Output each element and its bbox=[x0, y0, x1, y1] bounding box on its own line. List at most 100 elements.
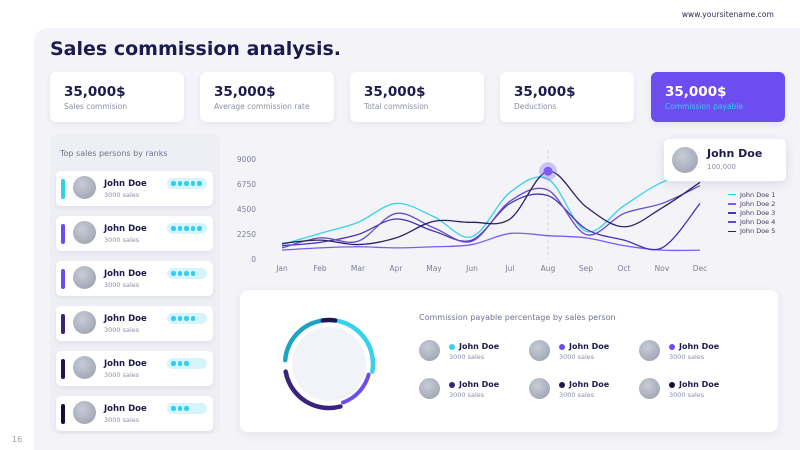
commission-donut-chart bbox=[282, 317, 376, 411]
y-tick-label: 9000 bbox=[237, 155, 256, 164]
rank-name: John Doe bbox=[104, 224, 147, 234]
avatar bbox=[73, 221, 96, 244]
person-name: John Doe bbox=[679, 380, 720, 389]
rank-indicator-bar bbox=[61, 404, 65, 424]
person-sales: 3000 sales bbox=[669, 391, 705, 399]
kpi-card-deductions[interactable]: 35,000$ Deductions bbox=[500, 72, 634, 122]
avatar bbox=[73, 266, 96, 289]
donut-center bbox=[292, 327, 366, 401]
rating-dot bbox=[190, 226, 195, 231]
rank-row[interactable]: John Doe 3000 sales bbox=[56, 396, 213, 431]
legend-item: John Doe 5 bbox=[728, 227, 775, 236]
avatar bbox=[529, 378, 550, 399]
rating-dot bbox=[171, 316, 176, 321]
person-sales: 3000 sales bbox=[449, 391, 485, 399]
person-item[interactable]: John Doe 3000 sales bbox=[529, 340, 639, 364]
page-title: Sales commission analysis. bbox=[50, 38, 341, 60]
rank-row[interactable]: John Doe 3000 sales bbox=[56, 351, 213, 386]
rank-row[interactable]: John Doe 3000 sales bbox=[56, 171, 213, 206]
rank-row[interactable]: John Doe 3000 sales bbox=[56, 306, 213, 341]
rank-rating bbox=[167, 268, 207, 279]
callout-value: 100,000 bbox=[707, 163, 736, 171]
rank-indicator-bar bbox=[61, 224, 65, 244]
legend-swatch bbox=[728, 221, 736, 223]
rank-rating bbox=[167, 223, 207, 234]
rank-sales: 3000 sales bbox=[104, 281, 140, 289]
person-name: John Doe bbox=[679, 342, 720, 351]
legend-label: John Doe 4 bbox=[740, 218, 776, 227]
kpi-value: 35,000$ bbox=[364, 84, 426, 100]
avatar bbox=[639, 378, 660, 399]
x-tick-label: May bbox=[426, 264, 442, 273]
rank-name: John Doe bbox=[104, 359, 147, 369]
series-line bbox=[281, 171, 701, 246]
rank-rating bbox=[167, 358, 207, 369]
person-item[interactable]: John Doe 3000 sales bbox=[419, 340, 529, 364]
avatar bbox=[73, 176, 96, 199]
rank-name: John Doe bbox=[104, 179, 147, 189]
rating-dot bbox=[177, 181, 182, 186]
rank-sales: 3000 sales bbox=[104, 191, 140, 199]
series-line bbox=[281, 170, 701, 246]
rating-dot bbox=[177, 316, 182, 321]
kpi-value: 35,000$ bbox=[64, 84, 126, 100]
chart-legend: John Doe 1 John Doe 2 John Doe 3 John Doe 4… bbox=[728, 190, 775, 236]
kpi-card-average-commission-rate[interactable]: 35,000$ Average commission rate bbox=[200, 72, 334, 122]
avatar bbox=[529, 340, 550, 361]
person-item[interactable]: John Doe 3000 sales bbox=[419, 378, 529, 402]
site-url[interactable]: www.yoursitename.com bbox=[681, 10, 774, 19]
rating-dot bbox=[184, 181, 189, 186]
color-dot bbox=[449, 382, 455, 388]
rating-dot bbox=[190, 271, 195, 276]
person-name: John Doe bbox=[459, 342, 500, 351]
rating-dot bbox=[177, 361, 182, 366]
rank-row[interactable]: John Doe 3000 sales bbox=[56, 261, 213, 296]
donut-segment bbox=[283, 369, 343, 411]
kpi-card-commission-payable[interactable]: 35,000$ Commission payable bbox=[651, 72, 785, 122]
series-line bbox=[281, 185, 701, 249]
person-sales: 3000 sales bbox=[559, 391, 595, 399]
rank-rating bbox=[167, 313, 207, 324]
color-dot bbox=[559, 344, 565, 350]
callout-name: John Doe bbox=[707, 147, 763, 160]
rating-dot bbox=[184, 226, 189, 231]
person-item[interactable]: John Doe 3000 sales bbox=[529, 378, 639, 402]
person-sales: 3000 sales bbox=[559, 353, 595, 361]
rank-row[interactable]: John Doe 3000 sales bbox=[56, 216, 213, 251]
x-tick-label: Aug bbox=[541, 264, 556, 273]
y-tick-label: 6750 bbox=[237, 180, 256, 189]
kpi-label: Average commission rate bbox=[214, 102, 310, 111]
color-dot bbox=[669, 382, 675, 388]
x-tick-label: Mar bbox=[351, 264, 366, 273]
person-sales: 3000 sales bbox=[669, 353, 705, 361]
kpi-label: Sales commision bbox=[64, 102, 128, 111]
legend-item: John Doe 4 bbox=[728, 218, 775, 227]
x-tick-label: Sep bbox=[579, 264, 593, 273]
rating-dot bbox=[184, 271, 189, 276]
kpi-value: 35,000$ bbox=[665, 84, 727, 100]
rating-dot bbox=[171, 361, 176, 366]
donut-segment bbox=[282, 318, 324, 363]
legend-swatch bbox=[728, 230, 736, 233]
kpi-card-total-commission[interactable]: 35,000$ Total commission bbox=[350, 72, 484, 122]
rank-indicator-bar bbox=[61, 269, 65, 289]
kpi-value: 35,000$ bbox=[214, 84, 276, 100]
x-tick-label: Nov bbox=[655, 264, 670, 273]
donut-segment bbox=[334, 318, 376, 374]
legend-item: John Doe 3 bbox=[728, 208, 775, 217]
person-name: John Doe bbox=[569, 342, 610, 351]
person-item[interactable]: John Doe 3000 sales bbox=[639, 378, 749, 402]
kpi-card-sales-commission[interactable]: 35,000$ Sales commision bbox=[50, 72, 184, 122]
legend-label: John Doe 5 bbox=[740, 227, 776, 236]
legend-item: John Doe 2 bbox=[728, 199, 775, 208]
ranks-title: Top sales persons by ranks bbox=[60, 149, 168, 158]
x-tick-label: Oct bbox=[618, 264, 631, 273]
sales-line-chart: 9000 6750 4500 2250 0 Jan Feb Mar Apr May Jun Jul Au… bbox=[237, 150, 707, 273]
rank-indicator-bar bbox=[61, 179, 65, 199]
person-item[interactable]: John Doe 3000 sales bbox=[639, 340, 749, 364]
x-tick-label: Jun bbox=[465, 264, 478, 273]
avatar bbox=[672, 147, 698, 173]
rating-dot bbox=[171, 271, 176, 276]
highlight-point[interactable] bbox=[543, 166, 553, 176]
y-tick-label: 2250 bbox=[237, 230, 256, 239]
